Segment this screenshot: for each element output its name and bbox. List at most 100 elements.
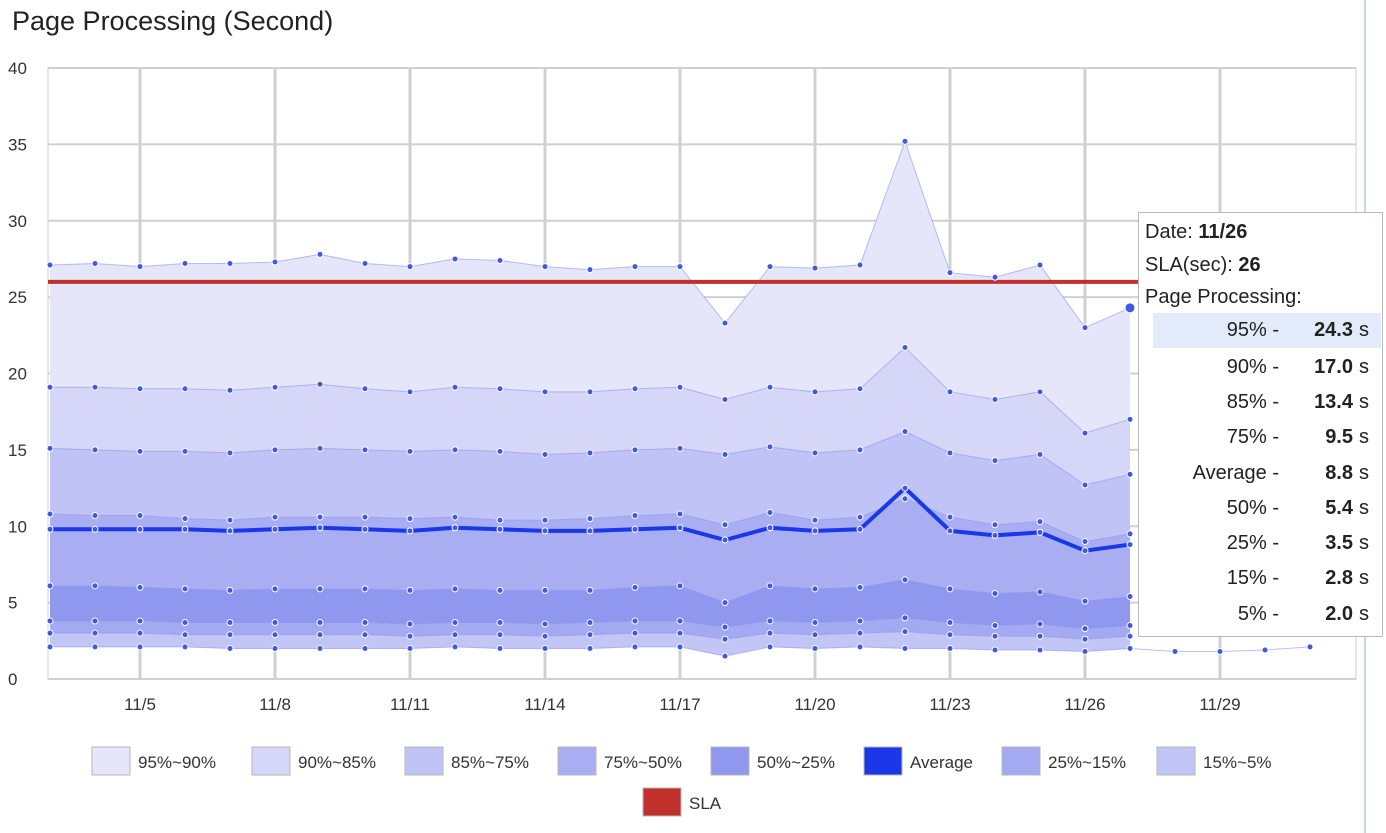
point-85% <box>811 449 819 457</box>
point-90% <box>361 385 369 393</box>
point-90% <box>1036 388 1044 396</box>
point-50% <box>361 585 369 593</box>
point-5% <box>901 644 909 652</box>
point-15% <box>46 629 54 637</box>
point-90% <box>1126 415 1134 423</box>
legend-label: 15%~5% <box>1203 753 1272 772</box>
point-5% <box>1081 648 1089 656</box>
tooltip-row-label: 5% - <box>1237 603 1279 625</box>
point-90% <box>91 383 99 391</box>
point-15% <box>496 631 504 639</box>
x-tick-label: 11/11 <box>390 695 430 714</box>
hover-tooltip: Date: 11/26 SLA(sec): 26 Page Processing… <box>1138 212 1383 637</box>
point-75% <box>946 513 954 521</box>
point-Average <box>721 536 729 544</box>
tooltip-sla-value: 26 <box>1238 254 1261 276</box>
point-90% <box>181 385 189 393</box>
point-85% <box>991 457 999 465</box>
point-95% <box>406 263 414 271</box>
tooltip-heading: Page Processing: <box>1145 286 1302 308</box>
point-Average <box>676 524 684 532</box>
point-95% <box>586 266 594 274</box>
legend-swatch <box>1001 746 1041 776</box>
point-15% <box>676 629 684 637</box>
point-Average <box>856 525 864 533</box>
point-95% <box>361 260 369 268</box>
point-Average <box>226 527 234 535</box>
point-25% <box>1126 622 1134 630</box>
legend-swatch <box>251 746 291 776</box>
point-50% <box>1081 597 1089 605</box>
point-Average <box>271 525 279 533</box>
point-Average <box>406 527 414 535</box>
point-Average <box>46 525 54 533</box>
point-75% <box>316 513 324 521</box>
point-85% <box>541 450 549 458</box>
point-50% <box>946 585 954 593</box>
point-95% <box>1124 302 1136 314</box>
point-90% <box>271 383 279 391</box>
data-points <box>46 137 1314 660</box>
tooltip-row-value: 13.4 <box>1314 391 1353 413</box>
point-50% <box>721 599 729 607</box>
legend-swatch <box>91 746 131 776</box>
point-25% <box>316 618 324 626</box>
point-50% <box>901 576 909 584</box>
point-5% <box>136 643 144 651</box>
point-5% <box>1216 648 1224 656</box>
legend-swatch <box>557 746 597 776</box>
point-50% <box>811 585 819 593</box>
point-50% <box>991 589 999 597</box>
point-25% <box>181 618 189 626</box>
point-5% <box>721 652 729 660</box>
point-75% <box>811 516 819 524</box>
point-15% <box>406 632 414 640</box>
point-Average <box>91 525 99 533</box>
tooltip-row-unit: s <box>1359 319 1369 341</box>
point-75% <box>901 495 909 503</box>
point-15% <box>901 628 909 636</box>
point-85% <box>676 444 684 452</box>
legend-swatch <box>404 746 444 776</box>
x-axis-labels: 11/5 11/8 11/11 11/14 11/17 11/20 11/23 11/26 11… <box>124 695 1241 714</box>
point-15% <box>1081 635 1089 643</box>
x-tick-label: 11/5 <box>124 695 156 714</box>
point-5% <box>541 644 549 652</box>
tooltip-row: 95% - 24.3 s <box>1153 313 1381 348</box>
point-5% <box>631 643 639 651</box>
point-75% <box>1036 518 1044 526</box>
point-Average <box>901 484 909 492</box>
point-95% <box>766 263 774 271</box>
point-25% <box>631 617 639 625</box>
point-90% <box>406 388 414 396</box>
point-90% <box>991 395 999 403</box>
point-75% <box>991 521 999 529</box>
point-15% <box>181 631 189 639</box>
point-25% <box>271 618 279 626</box>
point-95% <box>226 260 234 268</box>
y-tick-label: 40 <box>8 59 27 78</box>
point-Average <box>1036 528 1044 536</box>
point-Average <box>181 525 189 533</box>
point-5% <box>766 643 774 651</box>
point-25% <box>856 617 864 625</box>
point-75% <box>856 513 864 521</box>
point-15% <box>226 631 234 639</box>
point-85% <box>226 449 234 457</box>
point-Average <box>766 524 774 532</box>
point-90% <box>586 388 594 396</box>
point-95% <box>181 260 189 268</box>
y-tick-label: 30 <box>8 212 27 231</box>
point-5% <box>1126 644 1134 652</box>
point-Average <box>946 527 954 535</box>
legend-label: 25%~15% <box>1048 753 1126 772</box>
x-tick-label: 11/23 <box>929 695 970 714</box>
point-50% <box>631 583 639 591</box>
point-95% <box>46 261 54 269</box>
point-75% <box>766 509 774 517</box>
point-5% <box>676 643 684 651</box>
point-Average <box>631 525 639 533</box>
point-75% <box>406 515 414 523</box>
point-15% <box>856 629 864 637</box>
tooltip-row-label: 95% - <box>1226 319 1279 341</box>
